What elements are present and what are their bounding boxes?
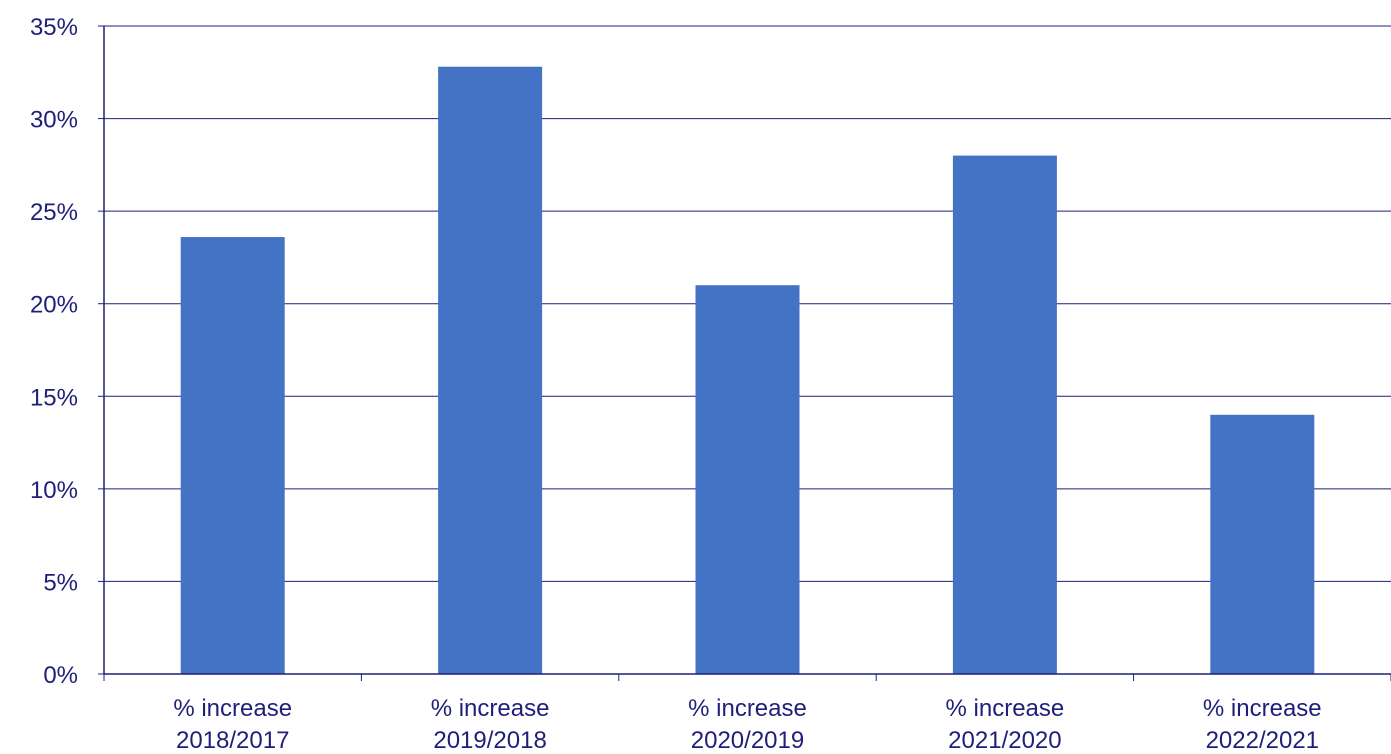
x-category-label: % increase <box>1203 695 1322 722</box>
x-category-label: 2022/2021 <box>1206 727 1319 754</box>
x-category-label: 2020/2019 <box>691 727 804 754</box>
y-tick-label: 10% <box>30 477 78 504</box>
bar <box>180 237 285 674</box>
y-tick-label: 35% <box>30 14 78 41</box>
y-axis-tick-labels: 0% 5% 10% 15% 20% 25% 30% 35% <box>30 14 78 689</box>
x-category-label: % increase <box>688 695 807 722</box>
axes <box>98 25 1391 681</box>
bar <box>1210 414 1315 674</box>
y-tick-label: 30% <box>30 107 78 134</box>
bar <box>952 155 1057 675</box>
y-tick-label: 5% <box>43 569 78 596</box>
y-tick-label: 0% <box>43 662 78 689</box>
x-category-label: 2019/2018 <box>433 727 546 754</box>
x-category-label: 2018/2017 <box>176 727 289 754</box>
y-tick-label: 20% <box>30 292 78 319</box>
bar <box>695 285 800 674</box>
x-axis-category-labels: % increase 2018/2017 % increase 2019/2018 % … <box>173 695 1321 754</box>
y-tick-label: 15% <box>30 384 78 411</box>
x-category-label: % increase <box>431 695 550 722</box>
y-tick-label: 25% <box>30 199 78 226</box>
x-category-label: % increase <box>946 695 1065 722</box>
bar <box>438 66 543 674</box>
x-category-label: 2021/2020 <box>948 727 1061 754</box>
x-category-label: % increase <box>173 695 292 722</box>
bars <box>180 66 1315 675</box>
